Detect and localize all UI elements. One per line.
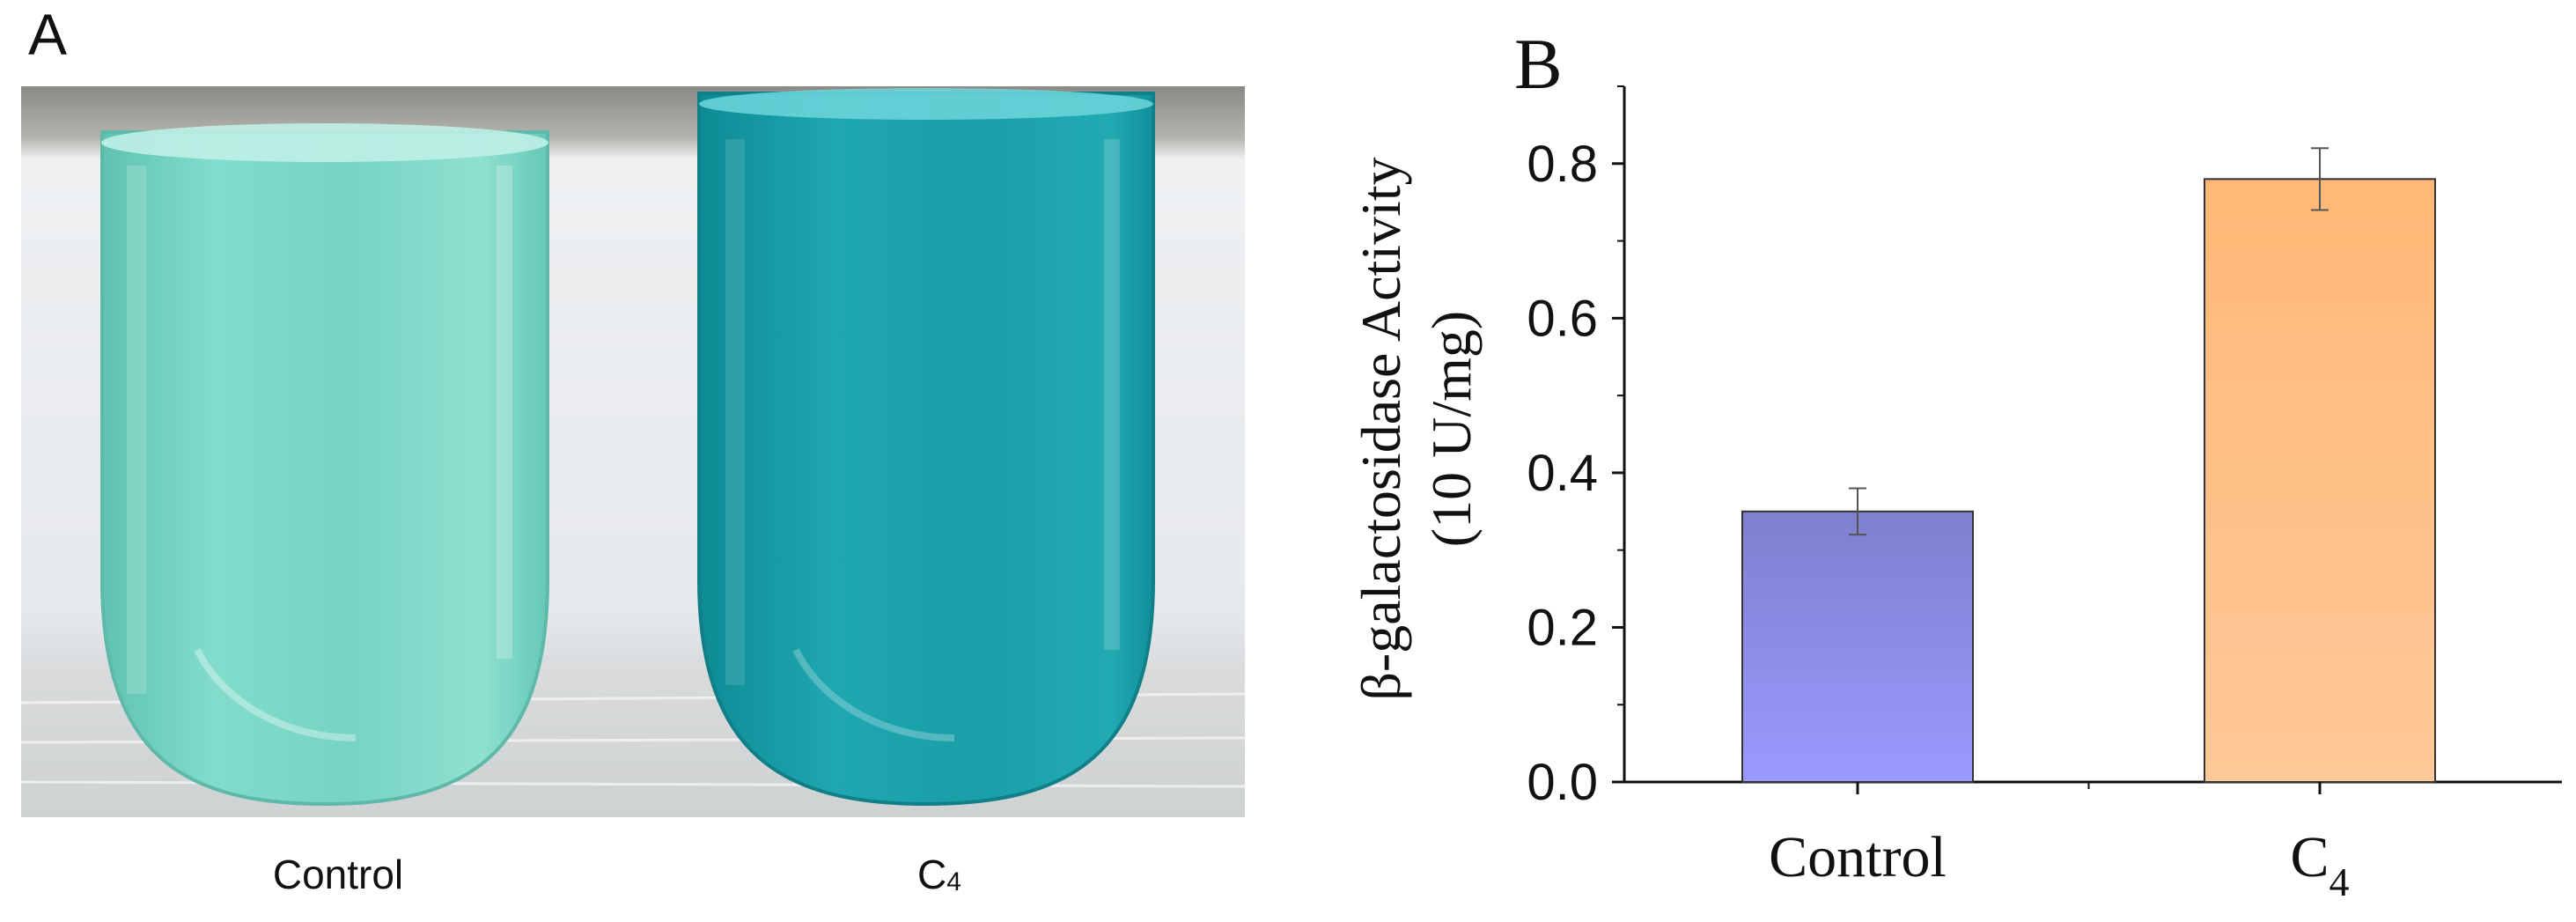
bar-chart: β-galactosidase Activity (10 U/mg) 0.0 0.…	[1321, 0, 2576, 922]
test-tube-photo	[21, 86, 1245, 817]
y-axis-title-line2: (10 U/mg)	[1420, 311, 1483, 547]
y-tick-label: 0.4	[1527, 445, 1598, 502]
tube-label-c4: C4	[917, 852, 961, 897]
y-axis-title-line1: β-galactosidase Activity	[1350, 157, 1412, 700]
y-tick-label: 0.6	[1527, 290, 1598, 347]
x-tick-labels: Control C4	[1769, 782, 2350, 904]
error-bar	[2311, 147, 2329, 211]
bar-control	[1741, 510, 1974, 783]
y-ticks: 0.0 0.2 0.4 0.6 0.8	[1527, 85, 1624, 811]
y-tick-label: 0.2	[1527, 599, 1598, 656]
bars	[1741, 147, 2436, 784]
c4-tube	[697, 88, 1155, 807]
y-tick-label: 0.0	[1527, 754, 1598, 811]
bar-c4	[2204, 178, 2436, 784]
y-tick-label: 0.8	[1527, 136, 1598, 193]
y-axis-title: β-galactosidase Activity (10 U/mg)	[1350, 157, 1483, 700]
error-bar	[1849, 487, 1866, 536]
tube-label-control: Control	[272, 852, 404, 897]
panel-b-letter: B	[1514, 24, 1563, 104]
x-tick-label: C4	[2290, 825, 2349, 904]
panel-a-letter: A	[28, 2, 68, 67]
control-tube	[100, 123, 549, 807]
x-tick-label: Control	[1769, 825, 1947, 889]
